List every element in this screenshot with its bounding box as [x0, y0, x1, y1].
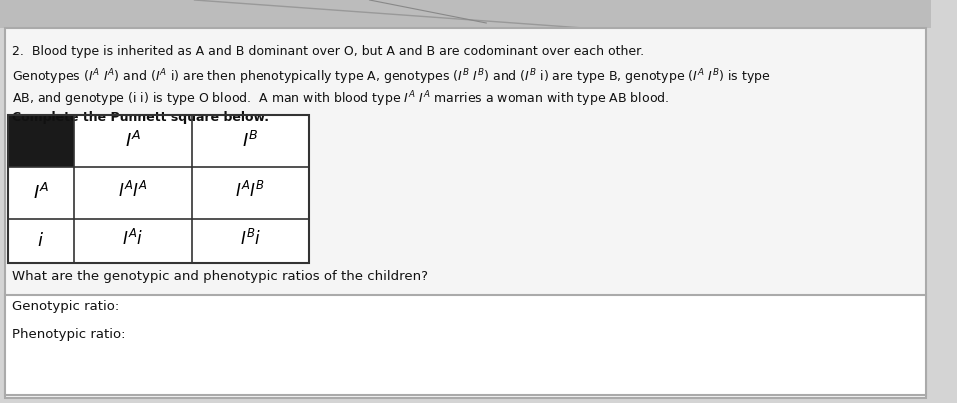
Text: AB, and genotype (i i) is type O blood.  A man with blood type $I^A$ $I^A$ marri: AB, and genotype (i i) is type O blood. …	[11, 89, 669, 108]
Bar	[8, 115, 309, 263]
Text: $I^A i$: $I^A i$	[122, 229, 144, 249]
Text: Complete the Punnett square below.: Complete the Punnett square below.	[11, 111, 269, 124]
Text: $i$: $i$	[37, 232, 44, 250]
Text: $I^A$: $I^A$	[124, 131, 141, 151]
Bar	[8, 115, 74, 167]
Text: Phenotypic ratio:: Phenotypic ratio:	[11, 328, 125, 341]
Text: Genotypic ratio:: Genotypic ratio:	[11, 300, 119, 313]
Text: $I^A$: $I^A$	[33, 183, 49, 203]
Bar	[0, 0, 931, 28]
Bar	[8, 115, 309, 263]
Text: $I^A I^A$: $I^A I^A$	[118, 181, 147, 201]
Text: What are the genotypic and phenotypic ratios of the children?: What are the genotypic and phenotypic ra…	[11, 270, 428, 283]
Text: $I^A I^B$: $I^A I^B$	[235, 181, 265, 201]
Text: 2.  Blood type is inherited as A and B dominant over O, but A and B are codomina: 2. Blood type is inherited as A and B do…	[11, 45, 644, 58]
Text: Genotypes ($I^A$ $I^A$) and ($I^A$ i) are then phenotypically type A, genotypes : Genotypes ($I^A$ $I^A$) and ($I^A$ i) ar…	[11, 67, 770, 87]
Text: $I^B$: $I^B$	[242, 131, 258, 151]
Bar	[5, 295, 925, 395]
Text: $I^B i$: $I^B i$	[240, 229, 261, 249]
